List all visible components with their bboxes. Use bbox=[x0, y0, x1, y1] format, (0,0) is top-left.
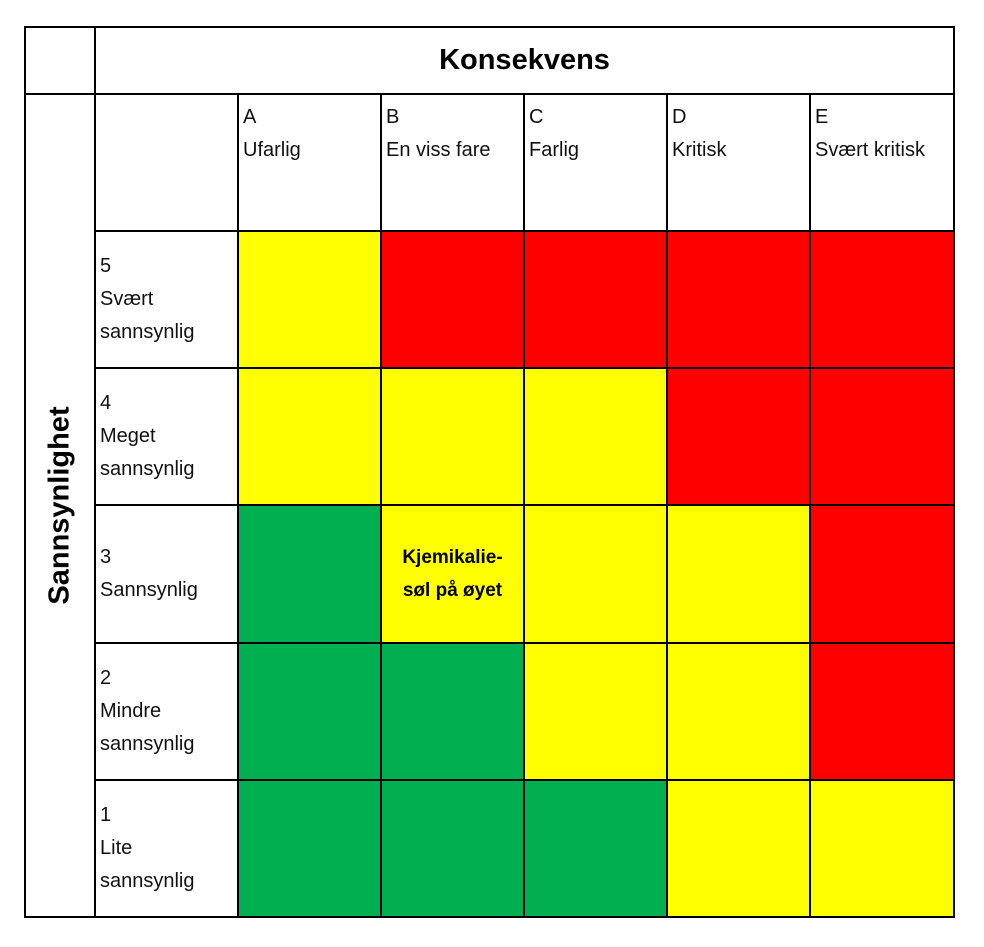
column-label: En viss fare bbox=[386, 139, 491, 161]
column-label: Kritisk bbox=[672, 139, 727, 161]
risk-cell-4e bbox=[811, 369, 955, 506]
column-header-c: C Farlig bbox=[525, 95, 668, 232]
column-code: D bbox=[672, 106, 687, 128]
risk-cell-3c bbox=[525, 506, 668, 644]
row-header-1: 1 Lite sannsynlig bbox=[96, 781, 239, 918]
risk-cell-4d bbox=[668, 369, 811, 506]
probability-axis-label: Sannsynlighet bbox=[43, 406, 76, 605]
risk-cell-5a bbox=[239, 232, 382, 369]
column-header-d: D Kritisk bbox=[668, 95, 811, 232]
row-label-cont: sannsynlig bbox=[100, 870, 195, 892]
column-header-a: A Ufarlig bbox=[239, 95, 382, 232]
row-label: Svært bbox=[100, 288, 154, 310]
column-header-b: B En viss fare bbox=[382, 95, 525, 232]
risk-cell-4a bbox=[239, 369, 382, 506]
risk-cell-4c bbox=[525, 369, 668, 506]
row-label: Mindre bbox=[100, 700, 162, 722]
risk-cell-3a bbox=[239, 506, 382, 644]
row-header-corner bbox=[96, 95, 239, 232]
row-code: 3 bbox=[100, 546, 112, 568]
row-header-5: 5 Svært sannsynlig bbox=[96, 232, 239, 369]
row-code: 2 bbox=[100, 667, 112, 689]
risk-cell-1d bbox=[668, 781, 811, 918]
row-code: 5 bbox=[100, 255, 112, 277]
corner-cell bbox=[26, 28, 96, 95]
column-code: A bbox=[243, 106, 257, 128]
risk-cell-3d bbox=[668, 506, 811, 644]
row-header-3: 3 Sannsynlig bbox=[96, 506, 239, 644]
risk-cell-5e bbox=[811, 232, 955, 369]
probability-axis-title: Sannsynlighet bbox=[26, 95, 96, 918]
risk-cell-4b bbox=[382, 369, 525, 506]
consequence-title: Konsekvens bbox=[96, 28, 955, 95]
risk-cell-3e bbox=[811, 506, 955, 644]
row-code: 1 bbox=[100, 804, 112, 826]
row-label: Meget bbox=[100, 425, 156, 447]
row-header-4: 4 Meget sannsynlig bbox=[96, 369, 239, 506]
annotation-line: Kjemikalie- bbox=[402, 547, 503, 568]
risk-cell-2c bbox=[525, 644, 668, 781]
row-label-cont: sannsynlig bbox=[100, 458, 195, 480]
risk-cell-3b: Kjemikalie-søl på øyet bbox=[382, 506, 525, 644]
column-code: E bbox=[815, 106, 829, 128]
risk-cell-2d bbox=[668, 644, 811, 781]
risk-cell-1c bbox=[525, 781, 668, 918]
row-label-cont: sannsynlig bbox=[100, 321, 195, 343]
risk-cell-2e bbox=[811, 644, 955, 781]
column-code: C bbox=[529, 106, 544, 128]
risk-cell-5d bbox=[668, 232, 811, 369]
row-header-2: 2 Mindre sannsynlig bbox=[96, 644, 239, 781]
row-label: Lite bbox=[100, 837, 133, 859]
row-code: 4 bbox=[100, 392, 112, 414]
risk-cell-2b bbox=[382, 644, 525, 781]
risk-cell-5b bbox=[382, 232, 525, 369]
risk-cell-5c bbox=[525, 232, 668, 369]
risk-cell-1e bbox=[811, 781, 955, 918]
row-label: Sannsynlig bbox=[100, 579, 198, 601]
hazard-annotation: Kjemikalie-søl på øyet bbox=[402, 541, 502, 607]
column-label: Ufarlig bbox=[243, 139, 301, 161]
column-label: Farlig bbox=[529, 139, 580, 161]
column-header-e: E Svært kritisk bbox=[811, 95, 955, 232]
risk-matrix: Konsekvens Sannsynlighet A Ufarlig B En viss … bbox=[24, 26, 955, 918]
row-label-cont: sannsynlig bbox=[100, 733, 195, 755]
risk-cell-2a bbox=[239, 644, 382, 781]
risk-cell-1a bbox=[239, 781, 382, 918]
annotation-line: søl på øyet bbox=[402, 580, 503, 601]
column-code: B bbox=[386, 106, 400, 128]
column-label: Svært kritisk bbox=[815, 139, 925, 161]
risk-cell-1b bbox=[382, 781, 525, 918]
